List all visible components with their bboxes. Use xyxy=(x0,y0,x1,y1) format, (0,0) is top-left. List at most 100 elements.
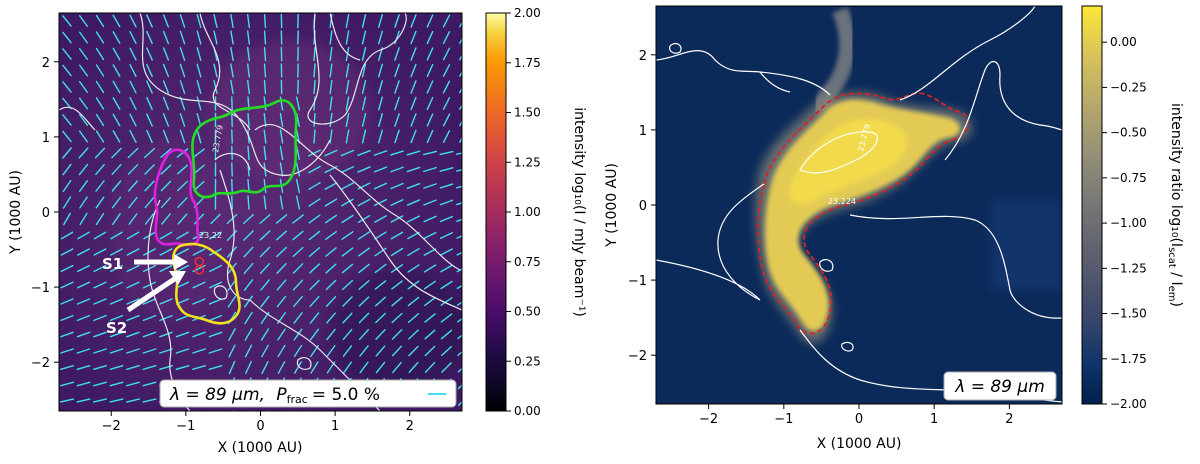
contour-label: 23.22 xyxy=(199,231,222,240)
annotation-text: λ = 89 μm xyxy=(954,377,1045,397)
right-colorbar-label: intensity ratio log₁₀(Iscat / Iem) xyxy=(1166,103,1184,307)
y-tick-label: −1 xyxy=(31,281,50,296)
colorbar-tick-label: 1.50 xyxy=(514,106,541,120)
polarization-vector xyxy=(110,416,123,419)
contour-label: 23.224 xyxy=(828,197,856,206)
colorbar-tick-label: −0.25 xyxy=(1110,80,1147,94)
x-tick-label: −1 xyxy=(774,412,793,427)
left-y-ticks: −2 −1 0 1 2 xyxy=(31,56,59,371)
polarization-vector xyxy=(127,416,140,419)
polarization-vector xyxy=(77,416,90,419)
y-tick-label: 2 xyxy=(42,56,50,71)
polarization-vector xyxy=(61,416,74,419)
polarization-vector xyxy=(247,411,251,423)
colorbar-tick-label: −1.00 xyxy=(1110,216,1147,230)
colorbar-tick-label: 2.00 xyxy=(514,6,541,20)
right-y-axis-label: Y (1000 AU) xyxy=(604,163,620,248)
polarization-vector xyxy=(265,81,266,94)
colorbar-tick-label: 0.75 xyxy=(514,255,541,269)
x-tick-label: −2 xyxy=(699,412,718,427)
x-tick-label: 1 xyxy=(930,412,938,427)
y-tick-label: 0 xyxy=(42,206,50,221)
x-tick-label: 0 xyxy=(256,419,264,434)
source-label-s1: S1 xyxy=(102,255,123,273)
polarization-vector xyxy=(248,147,249,160)
colorbar-tick-label: 1.25 xyxy=(514,155,541,169)
polarization-vector xyxy=(314,114,315,127)
left-annotation-box: λ = 89 μm, Pfrac= 5.0 % xyxy=(160,380,456,407)
colorbar-tick-label: 0.50 xyxy=(514,305,541,319)
right-colorbar-ticks: −2.00 −1.75 −1.50 −1.25 −1.00 −0.75 −0.50 −0.25… xyxy=(1102,35,1147,411)
colorbar-tick-label: 1.75 xyxy=(514,56,541,70)
right-y-ticks: −2 −1 0 1 2 xyxy=(628,49,656,364)
polarization-vector xyxy=(230,411,234,423)
right-x-axis-label: X (1000 AU) xyxy=(817,436,902,452)
polarization-vector xyxy=(344,411,350,423)
colorbar-tick-label: −0.75 xyxy=(1110,171,1147,185)
x-tick-label: 2 xyxy=(1005,412,1013,427)
left-map-area: 23.779 23.22 S1 S2 λ = 89 μm, Pfrac= 5.0… xyxy=(59,13,470,423)
x-tick-label: 2 xyxy=(406,419,414,434)
colorbar-tick-label: 0.25 xyxy=(514,354,541,368)
left-x-ticks: −2 −1 0 1 2 xyxy=(102,411,414,434)
left-panel: 23.779 23.22 S1 S2 λ = 89 μm, Pfrac= 5.0… xyxy=(8,6,587,456)
polarization-vector xyxy=(377,411,384,422)
polarization-vector xyxy=(265,15,266,28)
y-tick-label: −2 xyxy=(628,349,647,364)
x-tick-label: 1 xyxy=(331,419,339,434)
right-background-patch xyxy=(990,200,1062,290)
left-bright-patch xyxy=(110,140,230,320)
colorbar-tick-label: −2.00 xyxy=(1110,397,1147,411)
polarization-vector xyxy=(314,81,315,94)
polarization-vector xyxy=(265,31,266,44)
polarization-vector xyxy=(176,416,189,419)
x-tick-label: −2 xyxy=(102,419,121,434)
polarization-vector xyxy=(265,64,266,77)
y-tick-label: 2 xyxy=(639,49,647,64)
polarization-vector xyxy=(193,416,206,419)
y-tick-label: −1 xyxy=(628,274,647,289)
polarization-vector xyxy=(314,130,315,143)
polarization-vector xyxy=(314,48,315,61)
colorbar-tick-label: 0.00 xyxy=(514,404,541,418)
polarization-vector xyxy=(361,411,367,422)
polarization-vector xyxy=(143,416,156,419)
polarization-vector xyxy=(443,412,451,422)
colorbar-tick-label: −1.75 xyxy=(1110,352,1147,366)
colorbar-tick-label: −1.25 xyxy=(1110,261,1147,275)
colorbar-tick-label: 1.00 xyxy=(514,205,541,219)
polarization-vector xyxy=(265,48,266,61)
x-tick-label: 0 xyxy=(855,412,863,427)
polarization-vector xyxy=(393,412,400,423)
polarization-vector xyxy=(279,411,284,423)
colorbar-tick-label: −1.50 xyxy=(1110,307,1147,321)
polarization-vector xyxy=(459,412,467,422)
polarization-vector xyxy=(295,411,300,423)
polarization-vector xyxy=(312,411,317,423)
left-y-axis-label: Y (1000 AU) xyxy=(8,170,24,255)
x-tick-label: −1 xyxy=(176,419,195,434)
polarization-vector xyxy=(248,196,249,209)
y-tick-label: −2 xyxy=(31,356,50,371)
left-x-axis-label: X (1000 AU) xyxy=(218,440,303,456)
polarization-vector xyxy=(426,412,434,423)
polarization-vector xyxy=(209,416,222,419)
polarization-vector xyxy=(248,114,249,127)
source-label-s2: S2 xyxy=(106,319,127,337)
y-tick-label: 1 xyxy=(639,124,647,139)
right-x-ticks: −2 −1 0 1 2 xyxy=(699,404,1013,427)
left-colorbar-label: intensity log₁₀(I / mJy beam⁻¹) xyxy=(571,107,587,317)
left-colorbar xyxy=(486,13,506,411)
right-annotation-box: λ = 89 μm xyxy=(944,372,1056,400)
right-colorbar xyxy=(1082,6,1102,404)
colorbar-tick-label: −0.50 xyxy=(1110,126,1147,140)
colorbar-tick-label: 0.00 xyxy=(1110,35,1137,49)
polarization-vector xyxy=(94,416,107,419)
y-tick-label: 0 xyxy=(639,199,647,214)
right-map-area: 23.779 23.224 λ = 89 μm xyxy=(656,6,1062,404)
polarization-vector xyxy=(160,416,173,419)
polarization-vector xyxy=(314,64,315,77)
y-tick-label: 1 xyxy=(42,131,50,146)
